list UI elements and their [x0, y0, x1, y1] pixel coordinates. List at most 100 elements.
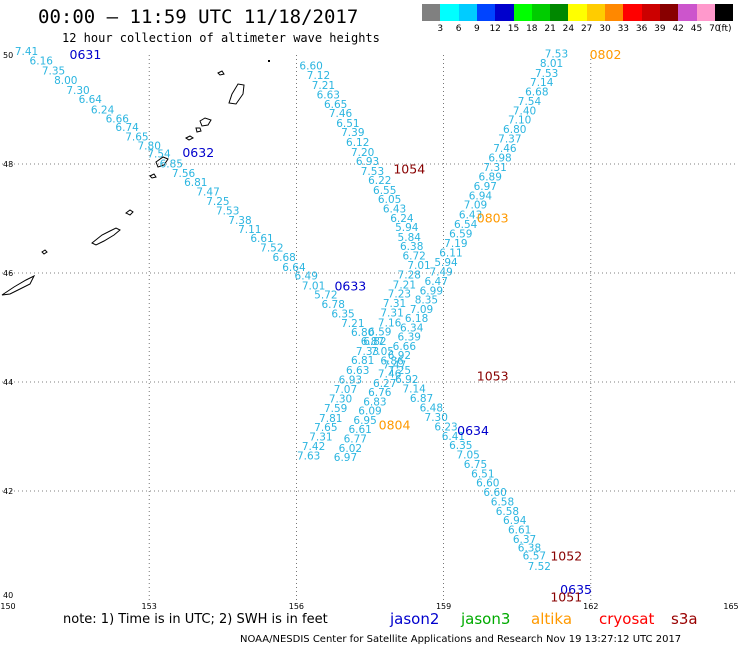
x-tick-label: 165	[723, 602, 738, 611]
wave-height-value: 8.00	[54, 75, 77, 87]
wave-height-value: 6.39	[398, 332, 421, 344]
wave-height-value: 6.66	[106, 114, 130, 126]
wave-height-value: 7.33	[356, 346, 379, 358]
y-tick-label: 42	[3, 487, 13, 496]
wave-height-value: 7.05	[371, 346, 394, 358]
wave-height-value: 6.97	[334, 452, 357, 464]
wave-height-value: 6.92	[388, 350, 411, 362]
legend-label: 6	[455, 24, 462, 34]
wave-height-value: 6.64	[282, 262, 306, 274]
wave-height-value: 7.80	[138, 140, 161, 152]
legend-swatch	[714, 4, 734, 21]
wave-height-value: 6.60	[476, 478, 499, 490]
wave-height-value: 7.28	[398, 269, 421, 281]
wave-height-value: 7.54	[518, 96, 542, 108]
legend-unit: (ft)	[718, 24, 732, 34]
wave-height-value: 6.87	[361, 336, 384, 348]
x-tick-label: 153	[142, 602, 157, 611]
pass-labels: 0631 0632 0633 0634 0635 0802 0803 0804 1051 1052…	[70, 47, 622, 604]
wave-height-value: 7.09	[410, 304, 433, 316]
wave-height-value: 6.65	[324, 99, 347, 111]
wave-height-value: 6.60	[299, 61, 322, 73]
legend-label: 3	[437, 24, 444, 34]
satellite-name: s3a	[671, 610, 698, 628]
wave-height-value: 6.94	[469, 190, 493, 202]
wave-height-value: 6.97	[474, 181, 497, 193]
wave-height-value: 6.35	[331, 309, 354, 321]
wave-height-value: 6.85	[160, 158, 183, 170]
legend-swatch	[641, 4, 661, 21]
wave-height-value: 7.53	[361, 166, 384, 178]
wave-height-value: 7.30	[425, 412, 448, 424]
legend-label: 24	[562, 24, 575, 34]
wave-height-value: 6.68	[525, 86, 548, 98]
wave-height-value: 7.39	[341, 127, 364, 139]
wave-height-value: 6.76	[368, 387, 392, 399]
wave-height-value: 7.54	[147, 148, 171, 160]
wave-height-value: 7.19	[444, 238, 467, 250]
wave-height-value: 6.80	[503, 124, 526, 136]
wave-height-value: 6.83	[363, 396, 386, 408]
wave-height-value: 6.68	[272, 252, 295, 264]
legend-swatch	[476, 4, 496, 21]
wave-height-value: 6.64	[79, 94, 103, 106]
legend-swatch	[495, 4, 514, 21]
wave-height-value: 7.46	[378, 369, 402, 381]
wave-height-value: 7.53	[216, 206, 239, 218]
pass-id-label: 0804	[379, 418, 411, 433]
wave-height-value: 6.27	[373, 378, 396, 390]
wave-height-value: 6.63	[317, 90, 340, 102]
wave-height-value: 7.81	[319, 413, 342, 425]
wave-height-value: 7.63	[297, 450, 320, 462]
legend-label: 21	[544, 24, 556, 34]
wave-height-value: 7.31	[380, 308, 403, 320]
track-c: 7.538.017.537.146.687.547.407.106.807.37…	[334, 49, 568, 464]
wave-height-value: 7.09	[464, 200, 487, 212]
wave-height-value: 7.10	[508, 115, 531, 127]
wave-height-value: 7.14	[402, 383, 426, 395]
legend-swatch	[623, 4, 642, 21]
wave-height-value: 6.60	[483, 487, 506, 499]
wave-height-value: 7.23	[388, 289, 411, 301]
wave-height-value: 5.94	[395, 222, 419, 234]
legend-label: 30	[599, 24, 611, 34]
wave-height-value: 6.47	[425, 276, 448, 288]
wave-height-value: 7.59	[324, 403, 347, 415]
wave-height-value: 6.98	[488, 152, 511, 164]
x-tick-label: 159	[436, 602, 451, 611]
wave-height-value: 6.43	[459, 210, 482, 222]
wave-height-value: 6.43	[383, 204, 406, 216]
wave-height-value: 7.30	[329, 394, 352, 406]
wave-height-value: 6.72	[402, 250, 425, 262]
wave-height-value: 6.63	[346, 365, 369, 377]
pass-id-label: 0634	[457, 423, 489, 438]
wave-height-value: 7.52	[260, 243, 283, 255]
wave-height-value: 6.55	[373, 185, 396, 197]
wave-height-value: 7.65	[125, 132, 148, 144]
axes: 150 153 156 159 162 165 50 48 46 44 42 40	[0, 51, 738, 611]
wave-height-tracks: 7.416.167.358.007.306.646.246.666.747.65…	[15, 46, 568, 573]
wave-height-value: 7.31	[309, 431, 332, 443]
wave-height-value: 6.23	[434, 422, 457, 434]
wave-height-value: 6.59	[368, 327, 391, 339]
pass-id-label: 0635	[560, 582, 592, 597]
legend-swatch	[422, 4, 441, 21]
wave-height-value: 6.74	[115, 122, 139, 134]
color-legend: 3 6 9 12 15 18 21 24 27 30 33 36 39 42 45 70 (ft)	[422, 4, 734, 34]
legend-swatch	[696, 4, 715, 21]
y-tick-label: 44	[3, 378, 13, 387]
wave-height-value: 7.47	[383, 359, 406, 371]
wave-height-value: 6.93	[356, 156, 379, 168]
legend-label: 42	[672, 24, 684, 34]
legend-swatch	[678, 4, 697, 21]
wave-height-value: 6.89	[479, 171, 502, 183]
wave-height-value: 7.56	[172, 168, 196, 180]
coastline	[1, 60, 270, 296]
wave-height-value: 6.61	[508, 525, 531, 537]
legend-swatch	[531, 4, 551, 21]
wave-height-value: 6.59	[449, 229, 472, 241]
legend-swatch	[586, 4, 606, 21]
legend-swatch	[513, 4, 532, 21]
y-tick-label: 48	[3, 160, 13, 169]
